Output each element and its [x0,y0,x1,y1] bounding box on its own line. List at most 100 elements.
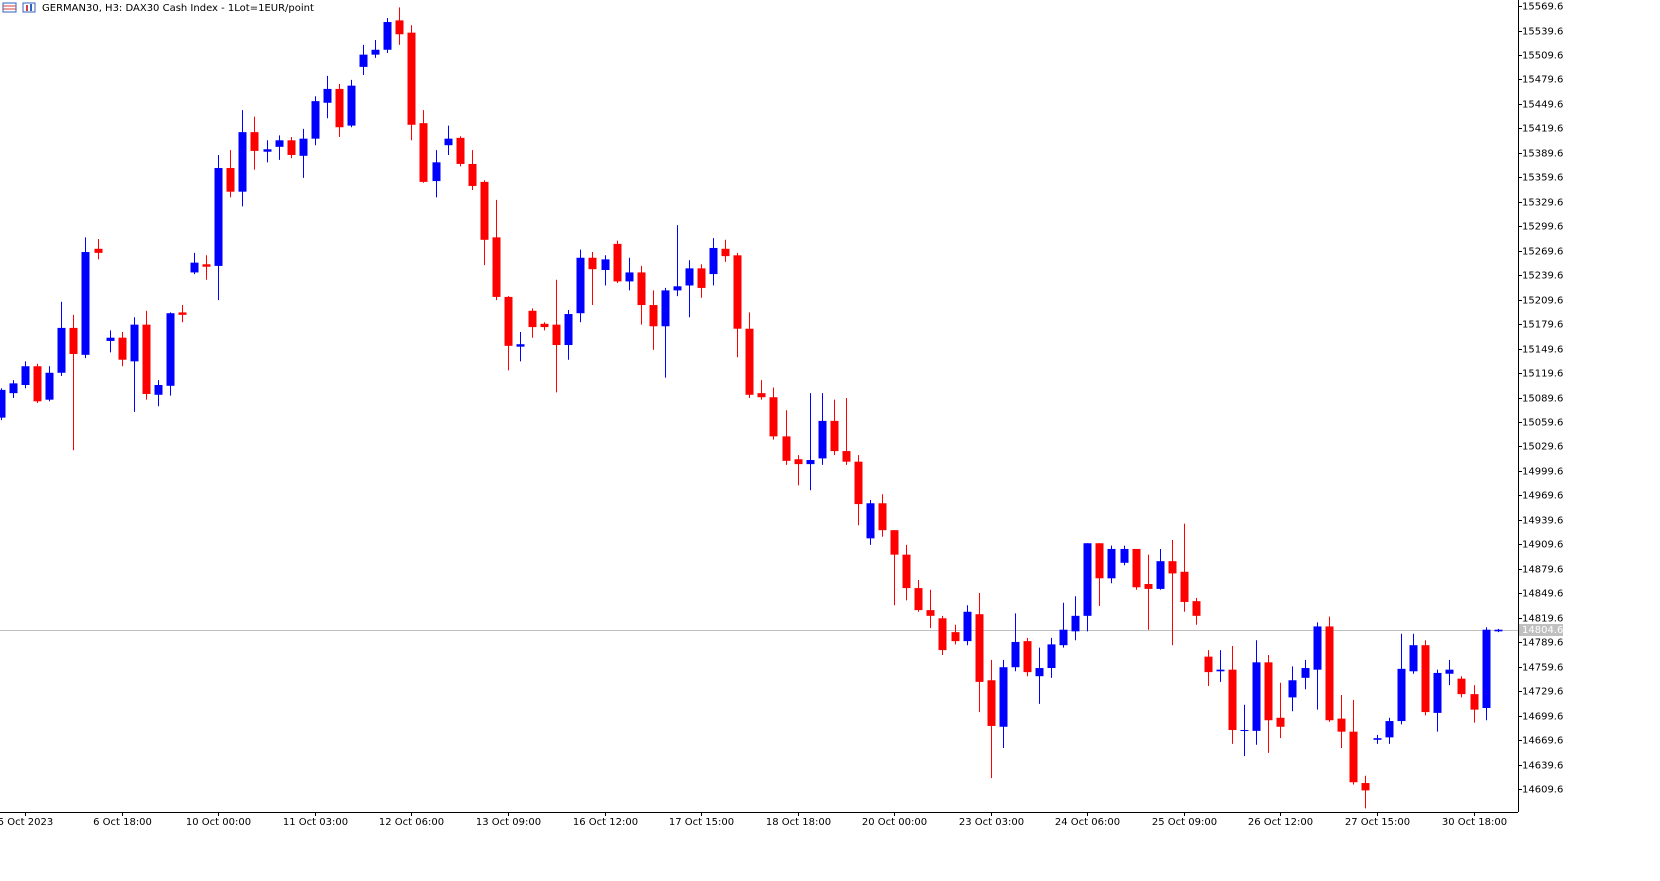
x-tick-label: 20 Oct 00:00 [862,817,927,828]
candle-body [1095,543,1104,579]
candle-body [202,264,211,267]
candle-body [106,337,115,341]
y-tick-label: 15179.6 [1522,320,1563,331]
candle-body [757,393,766,398]
candle-body [1482,629,1491,709]
candle-body [613,243,622,282]
candle-body [407,32,416,125]
candle-body [1421,645,1430,713]
y-tick-label: 15329.6 [1522,198,1563,209]
x-tick-label: 18 Oct 18:00 [766,817,831,828]
candle-body [963,611,972,642]
candle-body [1083,543,1092,616]
candle-body [1457,678,1466,695]
x-tick-label: 30 Oct 18:00 [1442,817,1507,828]
candle-body [926,610,935,616]
candle-body [1494,629,1503,632]
candle-body [854,461,863,505]
y-tick-label: 15509.6 [1522,51,1563,62]
y-tick-label: 15239.6 [1522,271,1563,282]
candle-body [1325,626,1334,721]
x-tick-label: 27 Oct 15:00 [1345,817,1410,828]
candle-body [999,667,1008,727]
candle-body [371,49,380,55]
candle-body [697,268,706,288]
x-tick-label: 26 Oct 12:00 [1248,817,1313,828]
candle-body [166,313,175,386]
y-tick-label: 14729.6 [1522,687,1563,698]
candle-body [0,389,6,418]
candle-body [721,248,730,257]
candle-body [890,530,899,555]
x-tick-label: 25 Oct 09:00 [1152,817,1217,828]
candle-body [1240,730,1249,732]
candle-body [275,140,284,147]
candle-body [625,272,634,282]
candle-body [528,310,537,328]
candle-body [1071,615,1080,632]
candle-body [45,372,54,400]
candle-body [938,618,947,651]
candle-body [383,22,392,50]
candle-body [987,680,996,726]
y-tick-label: 15299.6 [1522,222,1563,233]
y-tick-label: 14819.6 [1522,614,1563,625]
candle-body [794,459,803,465]
candle-body [419,123,428,182]
y-tick-label: 14699.6 [1522,712,1563,723]
candle-body [516,344,525,347]
candle-body [1313,626,1322,670]
candle-body [1011,641,1020,668]
candle-body [673,286,682,291]
candle-body [866,503,875,539]
candle-body [395,20,404,35]
y-tick-label: 15269.6 [1522,247,1563,258]
candle-body [347,85,356,126]
x-tick-label: 24 Oct 06:00 [1055,817,1120,828]
icon-table [2,2,17,13]
candle-body [250,132,259,151]
candle-body [818,420,827,459]
y-tick-label: 15359.6 [1522,173,1563,184]
candle-body [649,305,658,327]
candle-body [33,366,42,402]
candle-body [57,327,66,373]
candle-body [323,88,332,103]
x-tick-label: 23 Oct 03:00 [959,817,1024,828]
candle-body [214,168,223,266]
y-tick-label: 14939.6 [1522,516,1563,527]
candle-body [1445,669,1454,674]
candle-body [601,259,610,270]
y-tick-label: 15569.6 [1522,2,1563,13]
candle-body [94,248,103,253]
candle-body [806,460,815,465]
candle-body [830,420,839,452]
candle-body [1409,645,1418,672]
y-tick-label: 14759.6 [1522,663,1563,674]
candle-body [1204,656,1213,673]
candle-body [1373,738,1382,740]
x-tick-label: 13 Oct 09:00 [476,817,541,828]
candle-body [444,138,453,146]
symbol-icons [2,2,36,13]
candle-body [1035,668,1044,677]
candle-body [504,296,513,346]
chart-title: GERMAN30, H3: DAX30 Cash Index - 1Lot=1E… [42,3,314,14]
candle-body [118,337,127,360]
candle-body [745,328,754,395]
candle-body [1264,662,1273,721]
candle-body [1059,629,1068,646]
candle-body [914,588,923,611]
y-tick-label: 15539.6 [1522,27,1563,38]
candle-body [1288,680,1297,698]
y-tick-label: 14789.6 [1522,638,1563,649]
candle-body [238,132,247,192]
candle-body [540,323,549,328]
candle-body [263,149,272,152]
candle-body [1180,571,1189,602]
candle-body [81,252,90,355]
candle-body [130,324,139,362]
candle-body [69,327,78,355]
